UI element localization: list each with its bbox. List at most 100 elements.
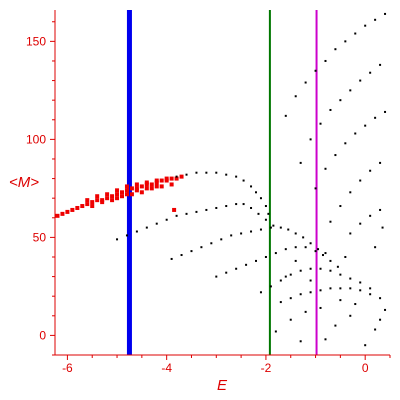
black-data-point	[309, 291, 312, 294]
black-data-point	[319, 122, 322, 125]
black-data-point	[235, 203, 238, 206]
black-data-point	[354, 303, 357, 306]
black-data-point	[235, 175, 238, 178]
black-data-point	[125, 234, 128, 237]
black-data-point	[359, 281, 362, 284]
black-data-point	[381, 226, 384, 229]
black-data-point	[374, 246, 377, 249]
red-data-point	[110, 198, 115, 203]
x-axis-label: E	[217, 377, 228, 394]
black-data-point	[369, 293, 372, 296]
black-data-point	[304, 310, 307, 313]
red-data-point	[90, 204, 95, 209]
black-data-point	[269, 285, 272, 288]
black-data-point	[349, 89, 352, 92]
red-data-point	[154, 184, 159, 189]
black-data-point	[255, 259, 257, 262]
black-data-point	[145, 226, 148, 229]
red-data-point	[70, 207, 75, 212]
black-data-point	[329, 287, 332, 290]
black-data-point	[274, 252, 277, 255]
red-data-point	[65, 209, 70, 214]
red-data-point	[120, 190, 124, 195]
black-data-point	[364, 344, 367, 347]
black-data-point	[379, 208, 382, 211]
black-data-point	[349, 277, 352, 280]
black-data-point	[175, 214, 178, 217]
red-data-point	[169, 182, 174, 187]
black-data-point	[317, 248, 320, 251]
black-data-point	[359, 222, 362, 225]
black-data-point	[284, 248, 287, 251]
black-data-point	[284, 275, 287, 278]
black-data-point	[225, 205, 228, 208]
black-data-point	[339, 273, 342, 276]
black-data-point	[255, 191, 257, 194]
red-data-point	[105, 196, 110, 201]
x-tick-label: -2	[261, 361, 272, 375]
black-data-point	[329, 269, 332, 272]
axes-group: -6 -4 -2 0 0 50 100 150	[26, 10, 391, 375]
black-data-point	[314, 250, 317, 253]
black-data-point	[279, 301, 282, 304]
black-data-point	[264, 255, 267, 258]
red-data-point	[164, 176, 169, 181]
black-data-point	[294, 232, 297, 235]
red-data-point	[75, 205, 80, 210]
black-data-point	[215, 206, 218, 209]
black-data-point	[215, 275, 218, 278]
black-data-point	[264, 218, 267, 221]
black-data-point	[304, 81, 307, 84]
data-point-group	[55, 12, 387, 347]
black-data-point	[195, 210, 198, 213]
black-data-point	[319, 267, 322, 270]
black-data-point	[344, 255, 347, 258]
black-data-point	[200, 246, 203, 249]
red-data-point	[174, 176, 179, 181]
black-data-point	[369, 169, 372, 172]
red-data-point	[129, 192, 134, 197]
black-data-point	[272, 224, 275, 227]
y-tick-label: 0	[39, 328, 46, 342]
black-data-point	[299, 269, 302, 272]
red-data-point	[95, 194, 100, 199]
black-data-point	[336, 265, 339, 268]
black-data-point	[309, 138, 312, 141]
black-data-point	[250, 230, 253, 233]
red-data-point	[100, 200, 105, 205]
red-data-point	[85, 202, 90, 207]
red-data-point	[149, 186, 154, 191]
black-data-point	[364, 124, 367, 127]
black-data-point	[294, 246, 297, 249]
black-data-point	[374, 328, 377, 331]
black-data-point	[349, 314, 352, 317]
black-data-point	[210, 242, 213, 245]
black-data-point	[354, 32, 357, 35]
black-data-point	[180, 254, 183, 257]
red-data-point	[159, 184, 164, 189]
black-data-point	[259, 291, 262, 294]
black-data-point	[279, 226, 282, 229]
black-data-point	[334, 48, 337, 51]
black-data-point	[274, 330, 277, 333]
black-data-point	[279, 279, 282, 282]
black-data-point	[339, 99, 342, 102]
black-data-point	[369, 71, 372, 74]
y-axis-label: <M>	[9, 174, 39, 191]
black-data-point	[359, 79, 362, 82]
black-data-point	[235, 267, 238, 270]
black-data-point	[294, 259, 297, 262]
black-data-point	[314, 69, 317, 72]
black-data-point	[195, 171, 198, 174]
black-data-point	[242, 203, 245, 206]
black-data-point	[225, 271, 228, 274]
black-data-point	[349, 232, 352, 235]
black-data-point	[240, 232, 243, 235]
black-data-point	[354, 132, 357, 135]
black-data-point	[339, 287, 342, 290]
red-data-point	[144, 180, 149, 185]
red-data-point	[110, 194, 115, 199]
black-data-point	[289, 273, 292, 276]
y-tick-label: 150	[26, 34, 46, 48]
black-data-point	[314, 187, 317, 190]
